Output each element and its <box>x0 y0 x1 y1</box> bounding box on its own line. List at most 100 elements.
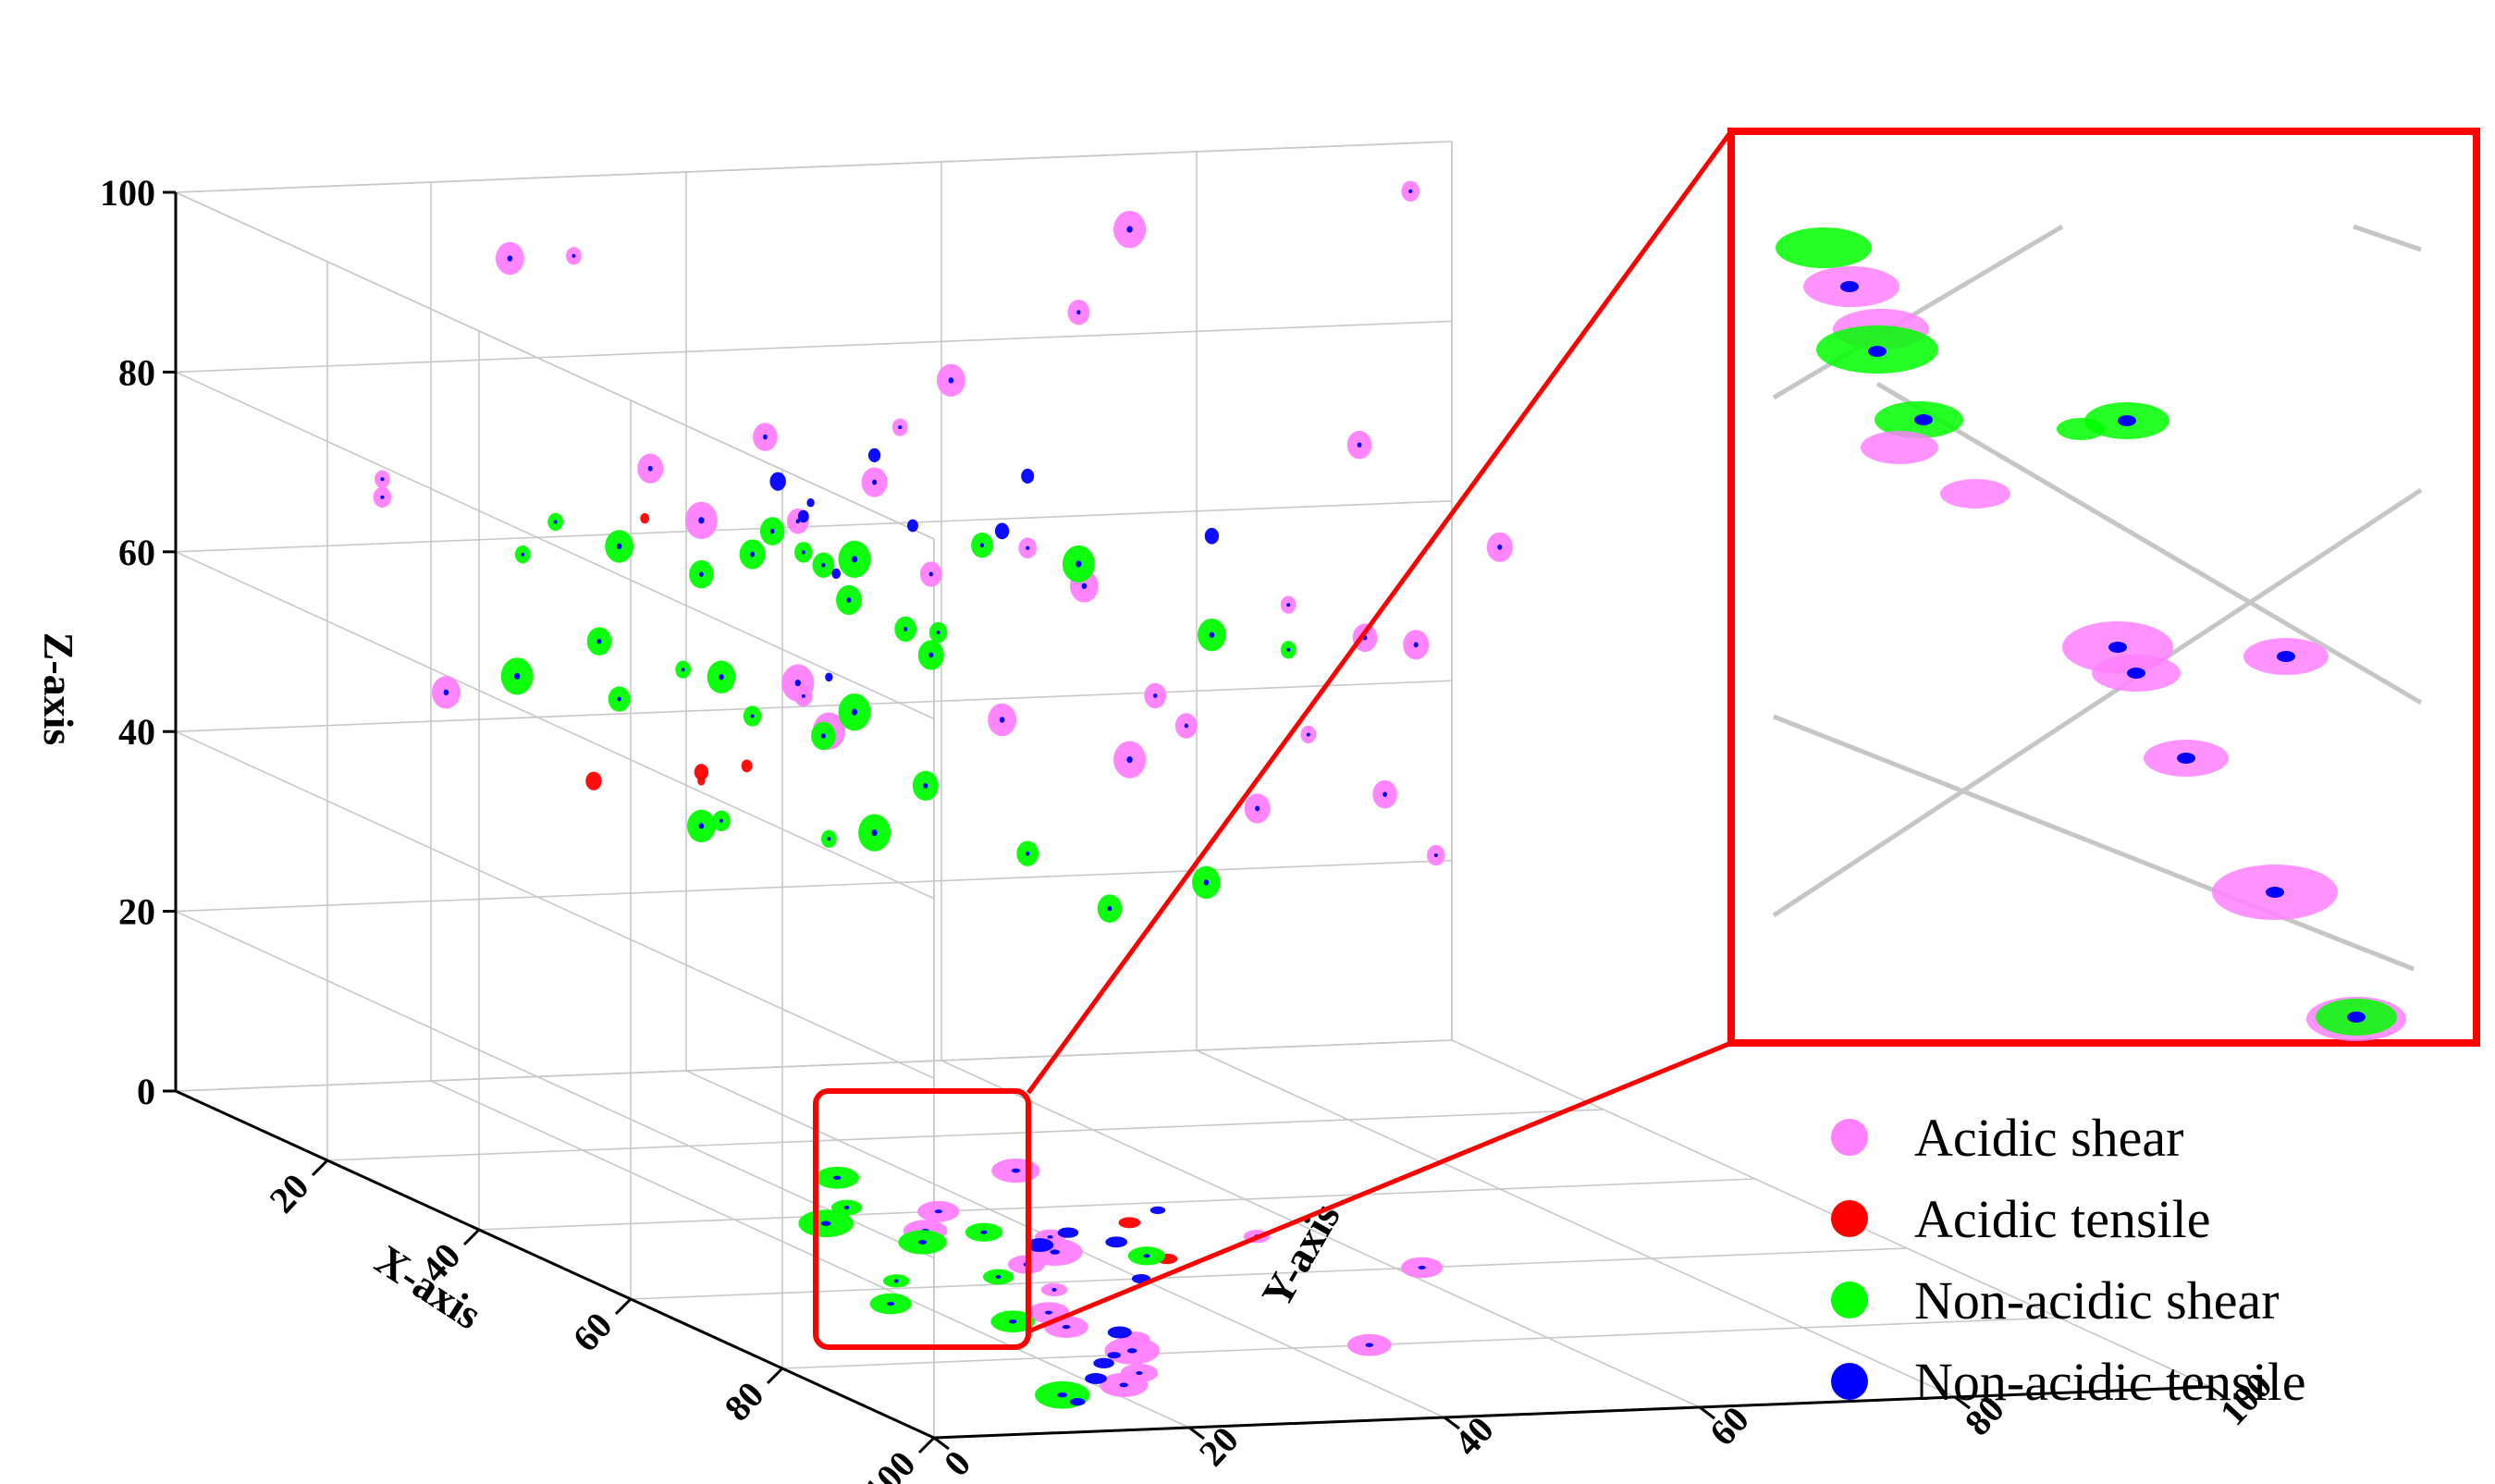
inset-point-core <box>1840 281 1859 292</box>
data-point-core <box>1081 583 1088 590</box>
data-point-core <box>699 571 704 577</box>
data-point-core <box>1383 791 1387 797</box>
y-tick <box>1699 1405 1715 1420</box>
x-tick <box>462 1228 481 1246</box>
data-point-core <box>851 708 858 716</box>
data-point-core <box>948 377 954 384</box>
inset-point-core <box>2347 1012 2366 1023</box>
data-point-core <box>923 782 928 789</box>
data-point-core <box>1126 755 1133 764</box>
inset-point <box>1776 227 1872 268</box>
floor-grid-line <box>630 1247 1908 1300</box>
data-point-core <box>380 495 385 499</box>
back-wall-grid-line <box>175 500 1453 553</box>
x-axis-line <box>175 1089 935 1440</box>
data-point <box>994 522 1010 540</box>
data-point-core <box>1413 642 1419 648</box>
data-point <box>1118 1217 1141 1229</box>
data-point-core <box>763 434 768 440</box>
back-wall-grid-line <box>175 1039 1453 1092</box>
legend-label-non-acidic-shear: Non-acidic shear <box>1914 1270 2280 1331</box>
data-point <box>1149 1206 1166 1215</box>
data-point <box>1021 468 1035 484</box>
inset-point <box>1940 479 2010 509</box>
inset-point-core <box>2266 887 2284 898</box>
data-point-core <box>887 1302 895 1306</box>
data-point <box>831 568 842 580</box>
z-axis-title: Z-axis <box>35 632 82 746</box>
data-point-core <box>1062 1325 1071 1330</box>
data-point <box>797 509 809 523</box>
axis-layer <box>163 190 2226 1454</box>
data-point-core <box>1008 1319 1017 1324</box>
legend: Acidic shear Acidic tensile Non-acidic s… <box>1831 1108 2306 1412</box>
back-wall-grid-line <box>175 320 1453 374</box>
data-point-core <box>750 551 756 558</box>
floor-grid-line <box>1196 1049 1956 1398</box>
data-point-core <box>719 818 723 823</box>
data-point-core <box>934 1209 942 1214</box>
data-point-core <box>1209 632 1215 638</box>
data-point-core <box>553 520 558 524</box>
legend-label-acidic-shear: Acidic shear <box>1914 1108 2183 1168</box>
data-point <box>1107 1326 1132 1339</box>
y-axis-line <box>933 1385 2211 1440</box>
inset-point-core <box>2127 668 2145 679</box>
data-point-core <box>617 696 621 702</box>
series-non-acidic-shear <box>500 512 1297 1409</box>
inset-point-core <box>2118 415 2136 426</box>
side-wall-grid-line <box>175 551 935 900</box>
data-point-core <box>917 1240 928 1245</box>
zoom-inset-grid <box>1772 224 2423 972</box>
zoom-inset <box>1727 128 2480 1047</box>
data-point-core <box>794 680 801 687</box>
legend-marker-non-acidic-shear <box>1831 1282 1868 1318</box>
zoom-connector-bottom <box>1027 1040 1732 1334</box>
y-tick <box>933 1436 950 1451</box>
data-point-core <box>514 672 521 680</box>
box-edge <box>175 141 1453 193</box>
data-point-core <box>1047 1235 1053 1239</box>
floor-grid-line <box>781 1317 2059 1369</box>
data-point-core <box>616 543 622 550</box>
data-point-core <box>769 528 775 534</box>
data-point-core <box>843 1206 850 1209</box>
data-point-core <box>995 1275 1002 1279</box>
data-point-core <box>1026 546 1030 550</box>
z-tick-label: 100 <box>100 172 155 214</box>
z-tick-label: 60 <box>118 532 155 573</box>
data-point-core <box>846 597 852 603</box>
data-point-core <box>1306 732 1310 737</box>
data-point <box>867 448 881 463</box>
data-point-core <box>903 626 908 632</box>
zoom-connector-top <box>1026 129 1734 1095</box>
data-point-core <box>871 828 878 837</box>
data-point-core <box>1365 1343 1374 1347</box>
inset-point-core <box>2108 642 2127 653</box>
x-tick-label: 100 <box>855 1442 924 1484</box>
x-tick-label: 60 <box>564 1304 620 1359</box>
data-point <box>1204 527 1220 545</box>
side-wall-grid-line <box>175 910 935 1259</box>
data-point-core <box>1433 852 1438 858</box>
z-tick-label: 40 <box>118 711 155 753</box>
data-point-core <box>698 517 705 524</box>
y-tick <box>1954 1395 1971 1410</box>
data-point-core <box>1051 1287 1057 1292</box>
zoom-inset-points <box>1776 227 2406 1041</box>
data-point-core <box>801 693 805 698</box>
data-point-core <box>979 543 985 548</box>
data-point-core <box>832 1175 842 1180</box>
inset-point <box>2057 418 2105 440</box>
data-point-core <box>1184 723 1188 729</box>
legend-marker-acidic-tensile <box>1831 1200 1868 1237</box>
data-point <box>1105 1236 1128 1248</box>
y-tick <box>1188 1426 1205 1441</box>
data-point-core <box>898 425 903 430</box>
data-point-core <box>681 668 685 672</box>
data-point-core <box>795 519 800 524</box>
data-point-core <box>443 689 449 696</box>
data-point <box>1093 1357 1114 1368</box>
x-tick <box>766 1367 784 1385</box>
